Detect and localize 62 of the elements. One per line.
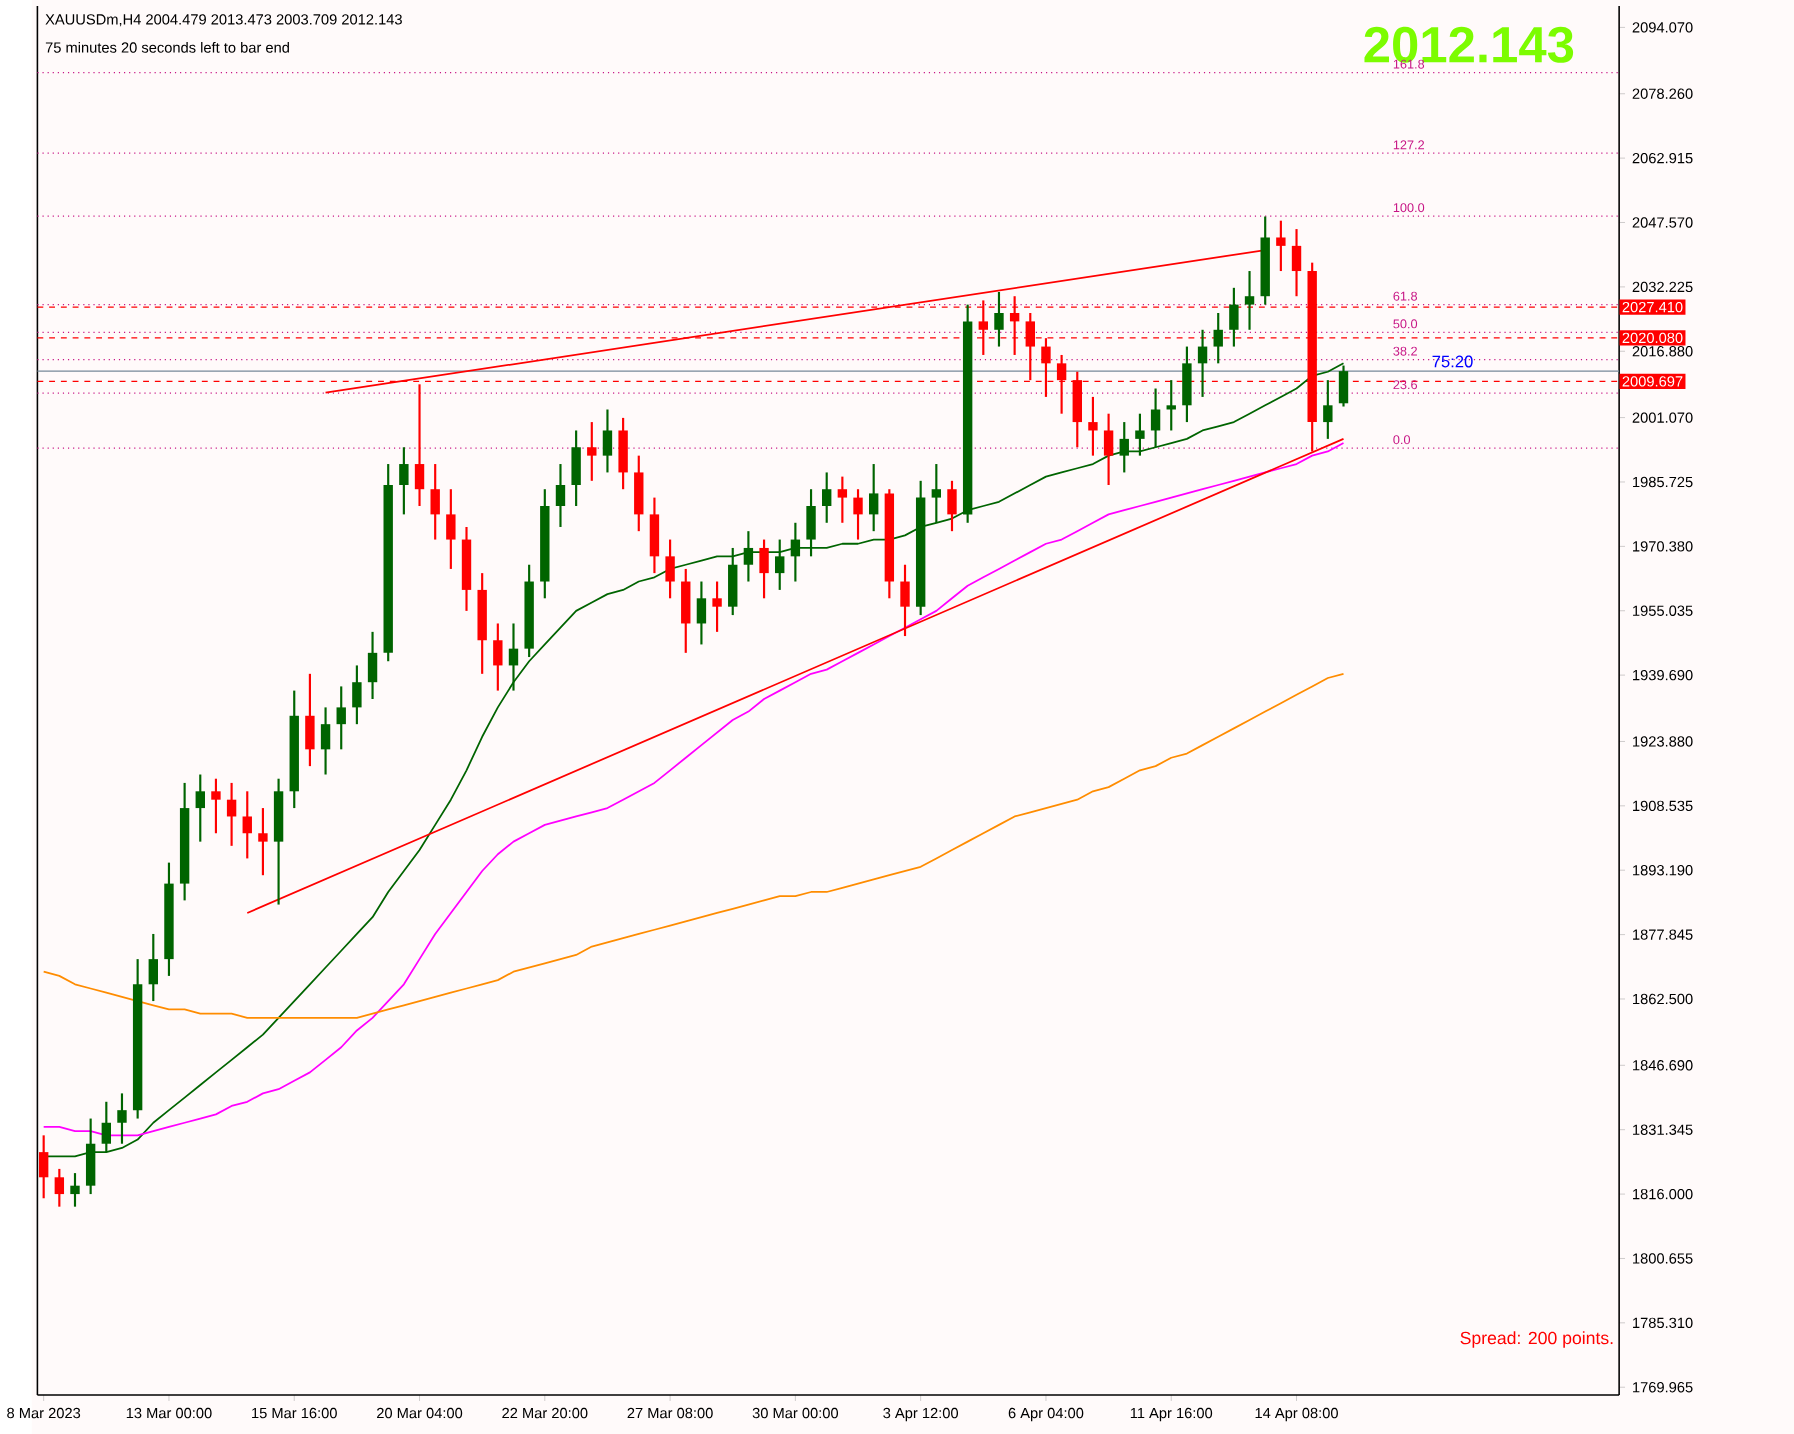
candlestick [618,416,628,491]
candlestick [195,773,205,843]
candlestick [1135,412,1145,457]
candlestick [305,672,315,768]
text: 75:20 [1432,355,1473,368]
candlestick [1229,286,1239,348]
candlestick [696,580,707,646]
candlestick [54,1167,65,1208]
candlestick [117,1092,127,1145]
candlestick [853,487,863,541]
candlestick [242,790,252,860]
candlestick [728,546,738,617]
candlestick [1119,420,1129,474]
candlestick [587,420,597,482]
candlestick [446,487,456,570]
candlestick [1182,345,1192,424]
candlestick [571,429,581,507]
candlestick [226,781,237,847]
candlestick [634,454,644,533]
text: Spread: 200 points. [1460,1331,1613,1348]
candlestick [70,1171,80,1208]
candlestick [508,622,519,692]
candlestick [1291,227,1302,298]
candlestick [1213,311,1223,365]
candlestick [367,630,378,700]
candlestick [1103,412,1114,486]
candlestick [775,538,785,591]
candlestick [743,529,754,583]
candlestick [1150,387,1161,449]
candlestick [211,777,221,835]
candlestick [430,462,440,541]
candlestick [336,685,346,751]
candlestick [148,932,158,1002]
candlestick [681,567,691,654]
text: 2012.143 [1364,26,1574,63]
candlestick [931,462,942,524]
candlestick [1276,219,1286,272]
candlestick [1197,328,1208,398]
candlestick [649,496,660,575]
candlestick [1166,378,1176,432]
candlestick [38,1134,49,1200]
candlestick [665,538,675,600]
candlestick [994,290,1004,348]
candlestick [320,706,331,776]
candlestick [712,580,722,633]
candlestick [352,664,362,726]
candlestick [759,538,769,600]
candlestick [947,479,957,533]
candlestick [1323,378,1333,440]
candlestick [822,471,832,524]
candlestick [790,521,801,583]
candlestick [868,462,879,533]
candlestick [399,446,409,516]
candlestick [602,408,613,474]
candlestick [258,806,268,877]
candlestick [493,622,503,692]
candlestick [555,462,566,528]
candlestick [837,475,848,524]
candlestick [1244,269,1255,331]
candlestick [806,487,816,558]
candlestick [1088,395,1098,457]
candlestick [900,563,910,637]
